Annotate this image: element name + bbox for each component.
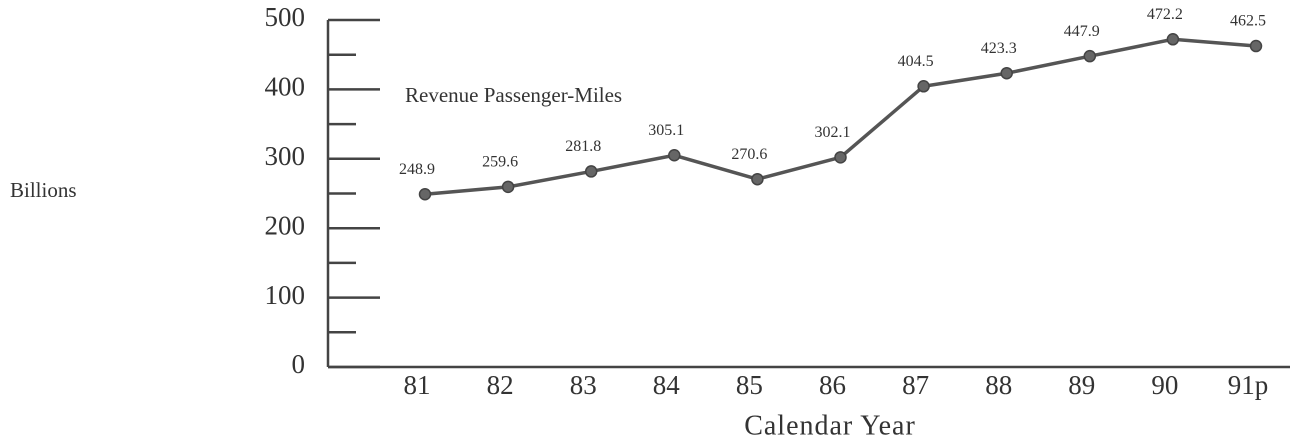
y-axis-label: Billions xyxy=(10,178,77,202)
data-point xyxy=(1000,66,1013,80)
x-tick-label: 91p xyxy=(1228,370,1269,400)
data-point xyxy=(751,172,764,186)
data-label: 423.3 xyxy=(981,40,1017,57)
data-label: 259.6 xyxy=(482,154,518,171)
data-label: 281.8 xyxy=(565,138,601,155)
data-label: 270.6 xyxy=(731,146,767,163)
data-point xyxy=(668,149,681,162)
x-tick-label: 86 xyxy=(819,370,846,400)
y-tick-label: 300 xyxy=(265,141,306,171)
data-point xyxy=(1083,49,1097,63)
x-tick-label: 84 xyxy=(653,370,681,400)
data-label: 302.1 xyxy=(815,124,851,141)
data-label: 248.9 xyxy=(399,161,435,178)
data-point xyxy=(501,180,515,194)
x-tick-label: 88 xyxy=(985,370,1012,400)
data-point xyxy=(917,80,930,93)
x-tick-label: 89 xyxy=(1068,370,1095,400)
y-tick-label: 200 xyxy=(265,210,306,240)
x-tick-label: 81 xyxy=(404,370,431,400)
series-line xyxy=(424,37,1257,197)
y-tick-label: 400 xyxy=(265,72,306,102)
series-annotation: Revenue Passenger-Miles xyxy=(405,83,622,107)
x-tick-label: 85 xyxy=(736,370,763,400)
y-tick-label: 500 xyxy=(265,2,306,32)
data-label: 462.5 xyxy=(1230,13,1266,30)
y-tick-label: 0 xyxy=(292,349,306,379)
data-label: 404.5 xyxy=(898,53,934,70)
y-tick-label: 100 xyxy=(265,280,306,310)
data-point xyxy=(584,165,598,178)
data-label: 472.2 xyxy=(1147,6,1183,23)
data-point xyxy=(418,188,432,201)
data-label: 447.9 xyxy=(1064,23,1100,40)
data-point xyxy=(1249,39,1263,53)
x-tick-label: 82 xyxy=(487,370,514,400)
x-tick-label: 87 xyxy=(902,370,929,400)
x-tick-label: 83 xyxy=(570,370,597,400)
data-point xyxy=(834,151,847,164)
data-point xyxy=(1166,33,1180,46)
x-tick-label: 90 xyxy=(1151,370,1178,400)
data-label: 305.1 xyxy=(648,122,684,139)
x-axis-label: Calendar Year xyxy=(744,410,916,441)
